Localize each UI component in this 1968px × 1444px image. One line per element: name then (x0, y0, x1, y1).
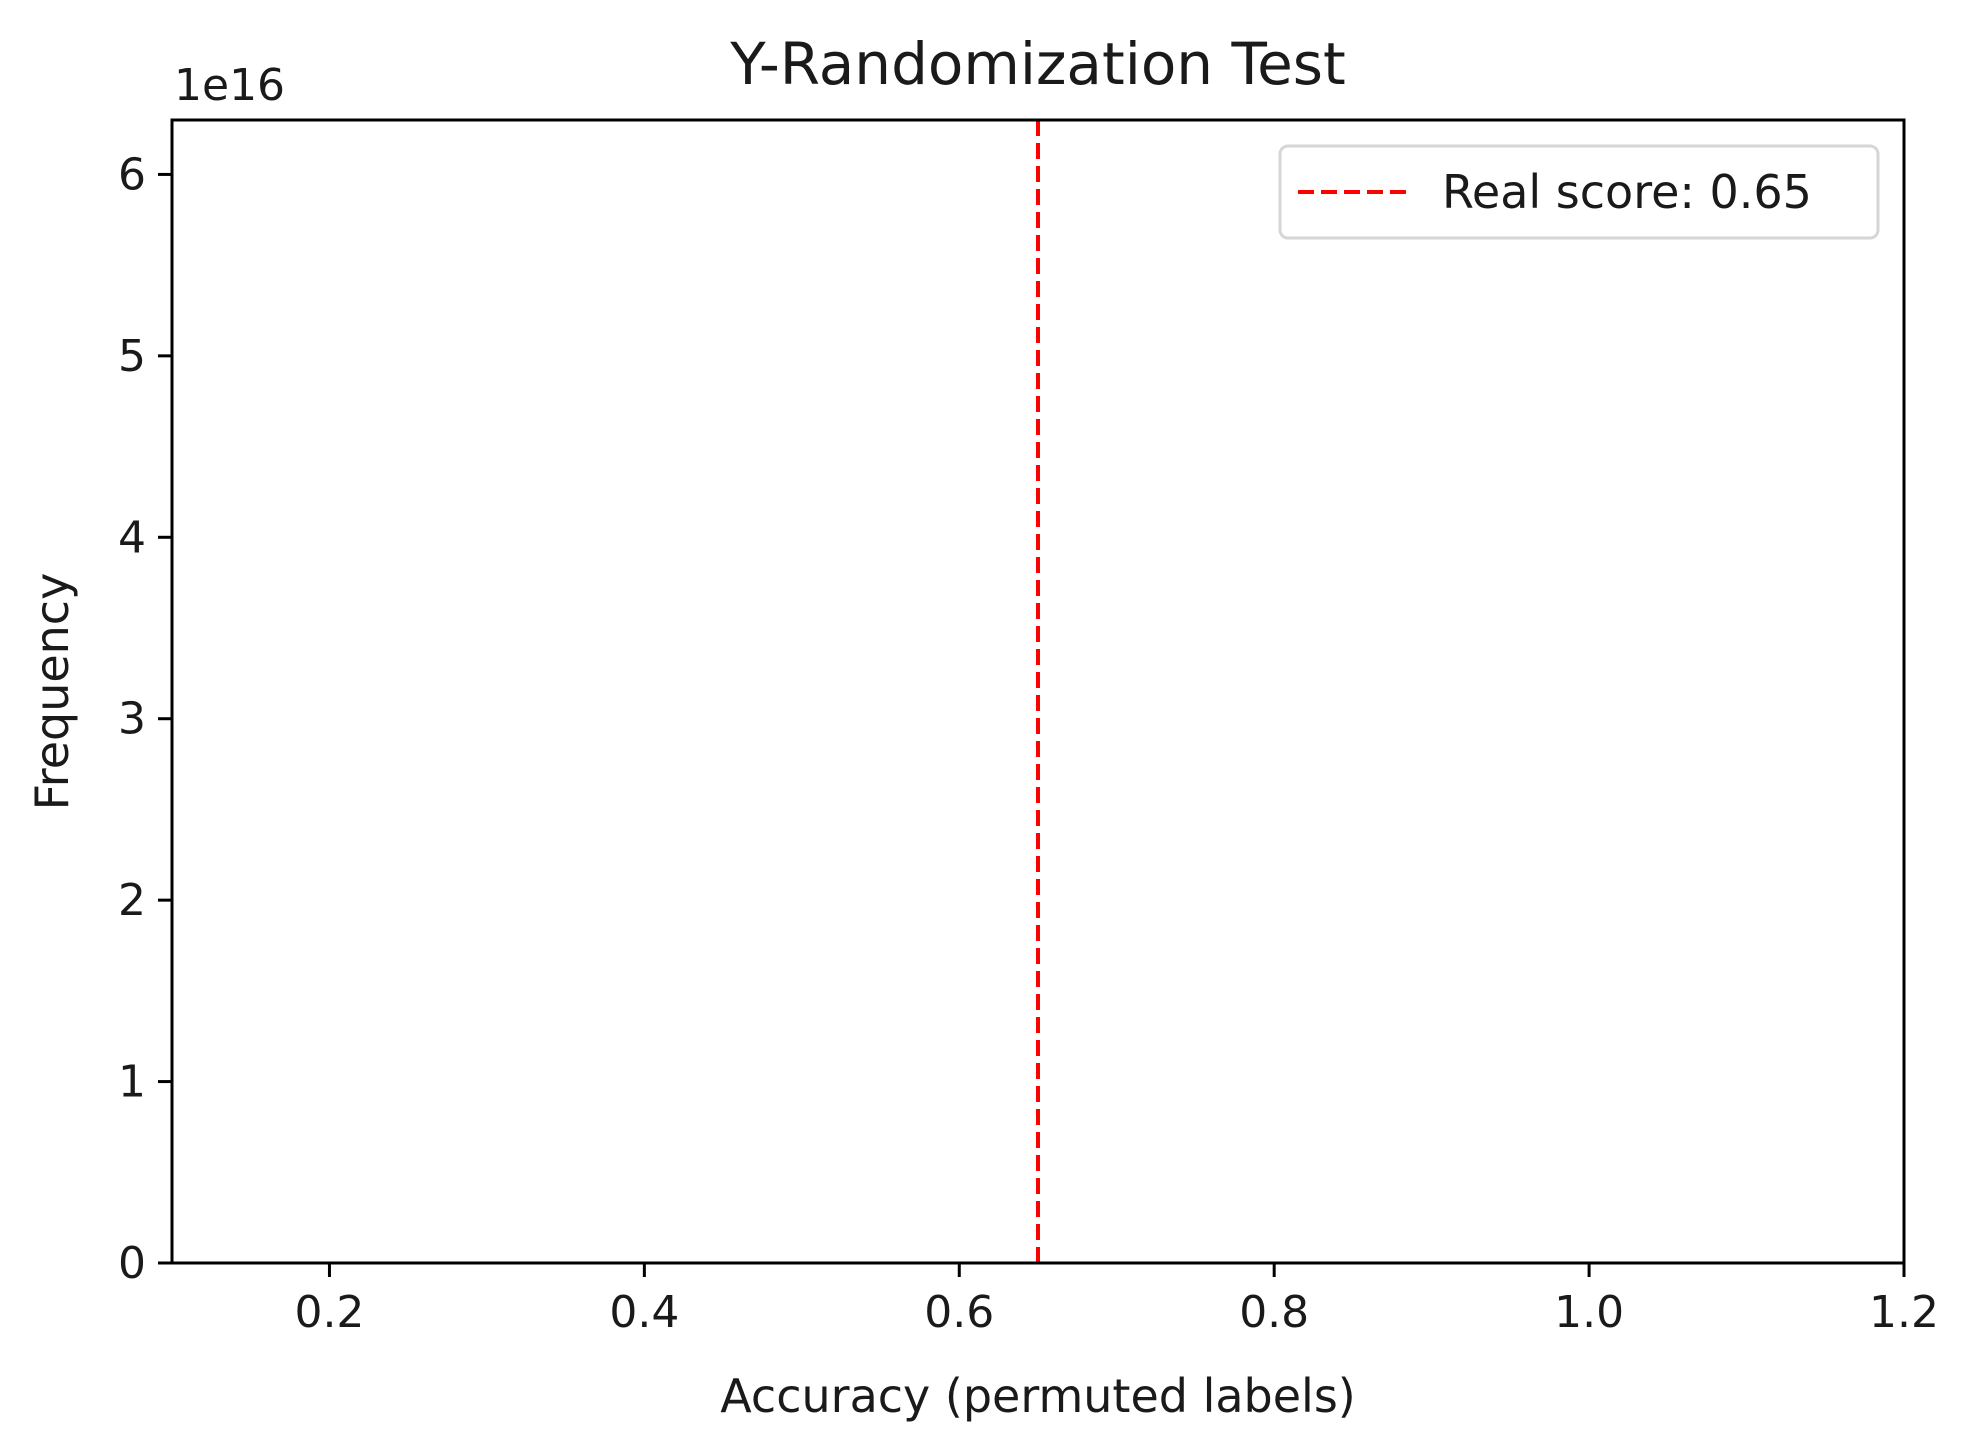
x-tick-label: 0.8 (1239, 1287, 1309, 1338)
y-tick-label: 0 (118, 1238, 146, 1289)
x-tick-label: 1.2 (1869, 1287, 1939, 1338)
axes-frame (170, 118, 1906, 1265)
legend-box (1278, 144, 1880, 240)
y-tick-label: 2 (118, 875, 146, 926)
x-axis-ticks: 0.2 0.4 0.6 0.8 1.0 1.2 (294, 1263, 1939, 1338)
y-axis-label: Frequency (25, 573, 79, 811)
y-tick-label: 1 (118, 1057, 146, 1108)
y-tick-label: 6 (118, 149, 146, 200)
y-axis-offset-label: 1e16 (174, 60, 285, 111)
x-axis-label: Accuracy (permuted labels) (720, 1369, 1355, 1423)
y-tick-label: 5 (118, 331, 146, 382)
plot-area (170, 118, 1906, 1265)
legend: Real score: 0.65 (1278, 144, 1880, 240)
x-tick-label: 1.0 (1554, 1287, 1624, 1338)
chart-title: Y-Randomization Test (729, 30, 1345, 98)
y-tick-label: 3 (118, 694, 146, 745)
y-axis-ticks: 0 1 2 3 4 5 6 (118, 149, 172, 1289)
x-tick-label: 0.4 (609, 1287, 679, 1338)
legend-entry-real-score: Real score: 0.65 (1442, 165, 1812, 219)
x-tick-label: 0.6 (924, 1287, 994, 1338)
y-tick-label: 4 (118, 512, 146, 563)
x-tick-label: 0.2 (294, 1287, 364, 1338)
